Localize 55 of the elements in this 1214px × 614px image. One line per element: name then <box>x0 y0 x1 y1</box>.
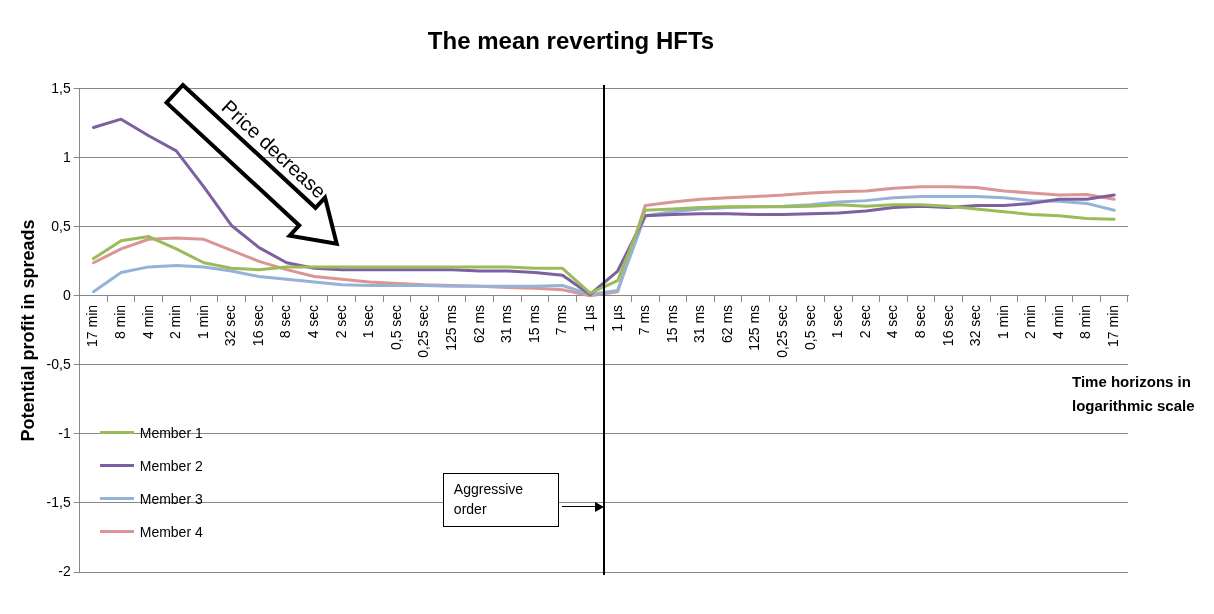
y-tick-label: 1 <box>62 148 71 165</box>
x-tick-label: 7 ms <box>636 304 653 336</box>
x-tick-label: 1 µs <box>608 304 625 332</box>
x-tick-label: 0,25 sec <box>774 304 791 358</box>
y-tick-label: 1,5 <box>51 79 71 96</box>
x-tick-label: 31 ms <box>498 304 515 344</box>
x-tick-label: 4 min <box>139 304 156 340</box>
x-tick-label: 15 ms <box>663 304 680 344</box>
x-tick-label: 1 µs <box>580 304 597 332</box>
x-tick-label: 0,5 sec <box>801 304 818 351</box>
x-tick-label: 31 ms <box>691 304 708 344</box>
legend-label: Member 2 <box>139 457 203 474</box>
x-tick-label: 0,5 sec <box>387 304 404 351</box>
y-tick-label: -1 <box>58 424 71 441</box>
legend-label: Member 3 <box>139 490 203 507</box>
x-tick-label: 4 sec <box>884 304 901 339</box>
x-tick-label: 2 min <box>167 304 184 340</box>
annotation: Aggressive order <box>453 480 524 517</box>
x-tick-label: 1 min <box>194 304 211 340</box>
legend-label: Member 4 <box>139 523 203 540</box>
x-tick-label: 16 sec <box>249 304 266 347</box>
x-tick-label: 1 sec <box>829 304 846 339</box>
x-tick-label: 2 min <box>1022 304 1039 340</box>
x-tick-label: 62 ms <box>470 304 487 344</box>
x-tick-label: 0,25 sec <box>415 304 432 358</box>
legend-label: Member 1 <box>139 424 203 441</box>
x-tick-label: 4 min <box>1049 304 1066 340</box>
x-tick-label: 4 sec <box>305 304 322 339</box>
x-tick-label: 17 min <box>84 304 101 347</box>
x-tick-label: 32 sec <box>967 304 984 347</box>
y-tick-label: 0,5 <box>51 217 71 234</box>
y-axis-title: Potential profit in spreads <box>17 219 38 442</box>
y-tick-label: -0,5 <box>46 355 71 372</box>
x-tick-label: 2 sec <box>332 304 349 339</box>
x-tick-label: 32 sec <box>222 304 239 347</box>
x-axis-title: Time horizons in logarithmic scale <box>1072 373 1195 415</box>
y-tick-label: 0 <box>62 286 71 303</box>
x-tick-label: 125 ms <box>443 304 459 351</box>
x-tick-label: 1 sec <box>360 304 377 339</box>
y-tick-label: -2 <box>58 562 71 579</box>
callout-box: Aggressive order <box>442 472 559 527</box>
x-tick-label: 62 ms <box>718 304 735 344</box>
x-tick-label: 1 min <box>994 304 1011 340</box>
x-tick-label: 7 ms <box>553 304 570 336</box>
x-tick-label: 8 sec <box>277 304 294 339</box>
x-tick-label: 125 ms <box>746 304 763 351</box>
x-tick-label: 16 sec <box>939 304 956 347</box>
x-tick-label: 15 ms <box>525 304 542 344</box>
x-tick-label: 8 sec <box>911 304 928 339</box>
x-tick-label: 8 min <box>111 304 128 340</box>
x-tick-label: 2 sec <box>856 304 873 339</box>
y-tick-label: -1,5 <box>46 493 71 510</box>
chart-title: The mean reverting HFTs <box>427 27 715 55</box>
x-tick-label: 8 min <box>1077 304 1094 340</box>
x-tick-label: 17 min <box>1105 304 1122 347</box>
